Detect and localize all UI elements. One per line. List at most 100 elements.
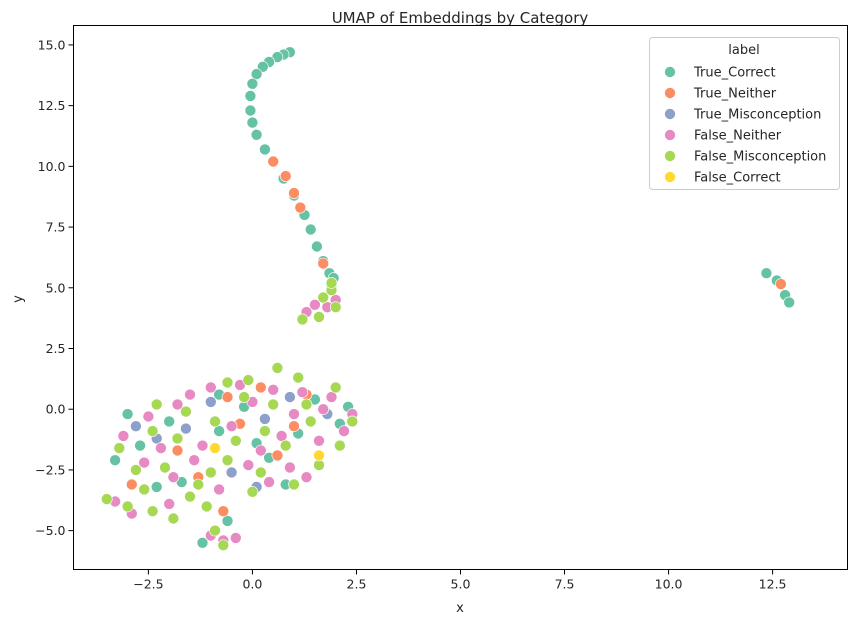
x-axis-ticks: −2.5 0.0 2.5 5.0 7.5 10.0 12.5 <box>133 569 787 592</box>
y-tick-label-1: −2.5 <box>35 462 65 477</box>
point-false-misconception-27 <box>159 461 171 474</box>
point-false-misconception-9 <box>167 512 180 525</box>
point-false-neither-22 <box>225 420 238 433</box>
point-false-misconception-41 <box>205 466 217 479</box>
point-false-neither-29 <box>300 471 313 484</box>
point-true-neither-3 <box>294 201 307 214</box>
point-false-misconception-5 <box>325 277 338 289</box>
legend-label-true-correct: True_Correct <box>693 66 776 81</box>
point-true-misconception-5 <box>284 391 296 403</box>
point-false-misconception-22 <box>304 415 317 428</box>
x-tick-label-5: 10.0 <box>655 577 683 592</box>
y-tick-label-6: 10.0 <box>38 159 66 174</box>
point-false-misconception-36 <box>279 439 292 452</box>
point-false-neither-15 <box>296 386 309 399</box>
y-axis-ticks: −5.0 −2.5 0.0 2.5 5.0 7.5 10.0 12.5 15.0 <box>35 37 74 538</box>
point-true-misconception-0 <box>205 396 217 408</box>
point-false-misconception-7 <box>121 500 134 513</box>
point-true-misconception-4 <box>225 466 238 479</box>
point-false-neither-19 <box>138 456 150 469</box>
x-tick-label-0: −2.5 <box>133 577 163 592</box>
point-true-correct-25 <box>783 296 796 309</box>
point-true-correct-31 <box>221 515 234 527</box>
point-false-neither-5 <box>230 532 242 544</box>
point-false-misconception-33 <box>333 439 346 452</box>
point-false-neither-14 <box>267 383 280 396</box>
point-true-correct-6 <box>246 78 259 90</box>
point-false-misconception-21 <box>267 398 280 411</box>
x-tick-label-4: 7.5 <box>555 577 575 592</box>
point-true-correct-5 <box>250 68 263 80</box>
point-false-neither-33 <box>288 408 300 420</box>
point-false-correct-1 <box>209 442 221 454</box>
point-false-correct-0 <box>313 449 325 462</box>
legend-marker-false-correct <box>664 171 676 183</box>
point-true-neither-12 <box>126 478 138 491</box>
point-false-misconception-1 <box>317 291 330 304</box>
point-false-neither-27 <box>213 483 225 496</box>
point-true-neither-4 <box>317 257 330 270</box>
point-true-neither-11 <box>254 381 267 394</box>
point-true-neither-6 <box>217 505 230 518</box>
plot-points <box>101 46 796 552</box>
point-true-neither-13 <box>171 444 184 457</box>
point-true-correct-41 <box>109 454 121 467</box>
point-false-neither-9 <box>163 498 175 510</box>
point-true-correct-33 <box>213 425 225 437</box>
point-false-misconception-32 <box>313 459 325 471</box>
point-false-neither-11 <box>171 398 184 411</box>
point-false-neither-0 <box>309 298 321 311</box>
legend-label-false-misconception: False_Misconception <box>694 150 826 165</box>
legend-marker-true-correct <box>664 66 676 78</box>
point-false-misconception-13 <box>271 362 284 374</box>
legend-label-true-neither: True_Neither <box>693 87 777 102</box>
point-true-misconception-8 <box>130 420 142 433</box>
legend-marker-false-misconception <box>664 150 676 162</box>
y-tick-label-7: 12.5 <box>38 98 66 113</box>
point-false-misconception-20 <box>238 391 250 403</box>
point-true-neither-2 <box>288 187 300 199</box>
legend-label-false-correct: False_Correct <box>694 171 781 186</box>
point-false-misconception-2 <box>329 301 342 314</box>
point-false-misconception-15 <box>292 371 305 384</box>
point-false-neither-36 <box>275 430 288 442</box>
point-false-misconception-14 <box>242 374 255 386</box>
point-false-misconception-43 <box>146 425 159 437</box>
x-tick-label-3: 5.0 <box>451 577 471 592</box>
point-false-neither-35 <box>188 454 200 467</box>
point-false-misconception-23 <box>329 381 342 394</box>
point-false-misconception-30 <box>254 466 267 479</box>
point-false-misconception-17 <box>150 398 163 411</box>
point-false-misconception-18 <box>180 405 192 418</box>
y-axis-label: y <box>11 295 26 303</box>
point-false-misconception-8 <box>146 505 159 518</box>
legend-marker-true-misconception <box>664 108 676 120</box>
point-true-correct-27 <box>134 439 146 452</box>
point-false-neither-25 <box>313 434 325 447</box>
legend-items: True_Correct True_Neither True_Misconcepti… <box>664 66 826 186</box>
point-true-neither-5 <box>775 278 787 290</box>
x-tick-label-2: 2.5 <box>347 577 367 592</box>
legend-label-true-misconception: True_Misconception <box>693 108 821 123</box>
point-true-neither-9 <box>221 391 234 403</box>
point-false-neither-30 <box>184 388 196 401</box>
y-tick-label-0: −5.0 <box>35 523 65 538</box>
point-true-neither-14 <box>271 449 284 462</box>
point-true-neither-1 <box>279 170 292 182</box>
y-tick-label-3: 2.5 <box>46 341 66 356</box>
point-false-misconception-10 <box>217 539 230 552</box>
point-false-neither-18 <box>117 430 130 442</box>
point-false-misconception-29 <box>221 454 234 467</box>
point-true-misconception-1 <box>259 413 271 425</box>
point-true-correct-26 <box>121 408 134 420</box>
point-false-misconception-40 <box>300 398 313 411</box>
point-true-correct-28 <box>150 481 163 493</box>
point-false-misconception-16 <box>221 376 234 389</box>
point-false-misconception-3 <box>313 311 325 323</box>
point-true-misconception-6 <box>180 422 192 435</box>
chart-title: UMAP of Embeddings by Category <box>332 9 589 27</box>
point-true-correct-38 <box>163 415 175 428</box>
point-false-misconception-19 <box>209 415 221 428</box>
point-false-neither-20 <box>167 471 180 484</box>
